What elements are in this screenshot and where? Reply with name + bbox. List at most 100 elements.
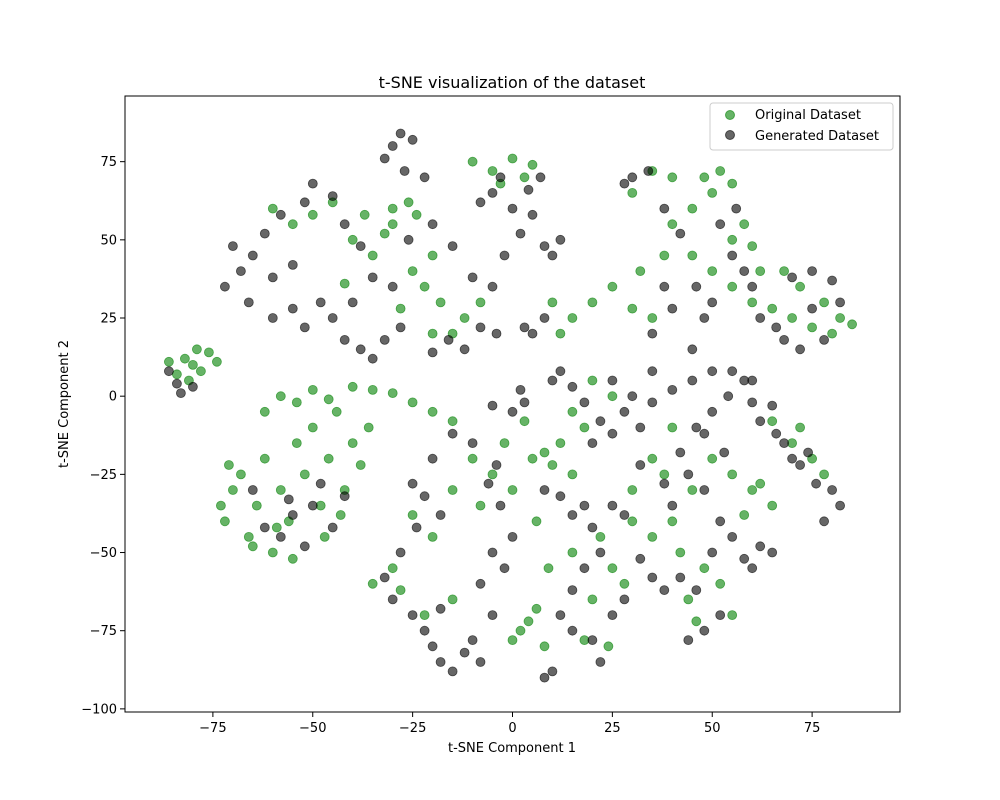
scatter-point <box>727 532 738 542</box>
scatter-point <box>691 616 702 627</box>
scatter-point <box>399 166 410 176</box>
scatter-point <box>483 478 494 489</box>
scatter-point <box>467 272 478 283</box>
scatter-point <box>499 250 510 261</box>
scatter-point <box>515 384 526 395</box>
scatter-point <box>835 500 845 511</box>
scatter-point <box>667 303 678 314</box>
scatter-point <box>499 563 510 574</box>
scatter-point <box>427 641 438 652</box>
scatter-point <box>707 366 718 377</box>
scatter-point <box>403 234 414 245</box>
scatter-point <box>435 603 446 614</box>
scatter-point <box>731 203 742 214</box>
scatter-point <box>339 278 350 289</box>
scatter-point <box>539 447 550 458</box>
scatter-point <box>767 400 778 411</box>
scatter-point <box>419 281 430 292</box>
scatter-point <box>675 572 686 583</box>
scatter-point <box>459 344 470 355</box>
scatter-point <box>487 166 498 176</box>
scatter-point <box>675 547 686 558</box>
scatter-point <box>307 500 318 511</box>
y-tick-label: 0 <box>109 390 117 405</box>
scatter-point <box>715 578 726 589</box>
scatter-point <box>635 422 646 433</box>
scatter-point <box>647 532 658 542</box>
scatter-point <box>447 428 458 439</box>
scatter-point <box>687 485 698 495</box>
scatter-point <box>467 453 478 464</box>
scatter-point <box>275 209 286 220</box>
scatter-point <box>379 334 390 345</box>
scatter-point <box>419 491 430 502</box>
scatter-point <box>587 438 598 449</box>
scatter-point <box>795 281 805 292</box>
scatter-point <box>267 547 278 558</box>
scatter-point <box>727 281 738 292</box>
scatter-point <box>519 172 530 183</box>
scatter-point <box>619 178 630 189</box>
scatter-point <box>487 281 498 292</box>
scatter-point <box>659 585 670 595</box>
scatter-point <box>647 397 658 408</box>
scatter-point <box>387 141 398 151</box>
scatter-point <box>327 191 338 202</box>
scatter-point <box>595 416 606 427</box>
scatter-point <box>835 313 845 323</box>
scatter-point <box>299 541 310 552</box>
y-tick-label: −100 <box>81 702 117 717</box>
scatter-point <box>419 625 430 636</box>
scatter-point <box>727 366 738 377</box>
scatter-point <box>747 397 758 408</box>
scatter-point <box>555 610 566 620</box>
scatter-point <box>567 381 578 392</box>
scatter-point <box>771 428 782 439</box>
scatter-point <box>395 322 406 333</box>
scatter-point <box>627 485 638 495</box>
scatter-point <box>347 381 358 392</box>
scatter-point <box>691 281 702 292</box>
scatter-point <box>379 153 390 164</box>
scatter-point <box>315 297 326 308</box>
scatter-point <box>287 219 298 230</box>
scatter-point <box>687 344 698 355</box>
scatter-point <box>755 478 766 489</box>
scatter-point <box>527 209 538 220</box>
scatter-point <box>327 522 338 533</box>
scatter-point <box>803 447 813 458</box>
scatter-point <box>755 266 766 277</box>
scatter-point <box>411 209 422 220</box>
scatter-point <box>259 406 270 417</box>
y-tick-label: 25 <box>100 312 117 327</box>
scatter-point <box>819 469 829 480</box>
scatter-point <box>727 234 738 245</box>
scatter-point <box>539 672 550 683</box>
scatter-point <box>179 353 190 364</box>
scatter-point <box>299 197 310 208</box>
scatter-point <box>547 460 558 470</box>
scatter-point <box>527 453 538 464</box>
scatter-point <box>627 391 638 402</box>
scatter-point <box>847 319 857 330</box>
scatter-point <box>647 328 658 339</box>
scatter-point <box>407 134 418 145</box>
scatter-point <box>787 453 797 464</box>
scatter-point <box>607 563 618 574</box>
scatter-point <box>707 187 718 198</box>
scatter-point <box>667 172 678 183</box>
scatter-point <box>727 469 738 480</box>
scatter-point <box>307 178 318 189</box>
scatter-point <box>435 657 446 667</box>
scatter-point <box>275 391 286 402</box>
scatter-point <box>275 485 286 495</box>
scatter-point <box>443 334 454 345</box>
scatter-point <box>627 172 638 183</box>
scatter-point <box>247 250 258 261</box>
scatter-point <box>683 635 694 645</box>
series-original <box>163 153 857 652</box>
scatter-point <box>567 510 578 520</box>
scatter-point <box>739 510 750 520</box>
scatter-point <box>243 532 254 542</box>
